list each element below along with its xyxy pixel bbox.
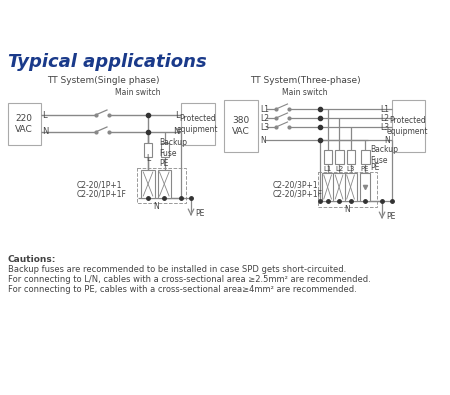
Text: L3: L3 (346, 166, 355, 172)
Bar (225, 100, 258, 152)
Text: 220
VAC: 220 VAC (15, 114, 33, 134)
Bar (158, 170, 171, 198)
Bar (144, 143, 152, 157)
Text: PE: PE (360, 166, 369, 172)
Text: L2: L2 (260, 113, 269, 122)
Text: L: L (146, 154, 150, 162)
Text: Backup
Fuse: Backup Fuse (159, 138, 188, 158)
Text: PE: PE (371, 162, 380, 171)
Bar (361, 150, 369, 164)
Text: L3: L3 (381, 122, 390, 132)
Bar (360, 173, 369, 201)
Bar (392, 100, 425, 152)
Text: Main switch: Main switch (282, 88, 327, 96)
Text: L: L (42, 111, 47, 120)
Text: N: N (173, 128, 180, 137)
Text: L1: L1 (324, 166, 332, 172)
Bar (324, 150, 333, 164)
Text: L2: L2 (335, 166, 343, 172)
Bar (141, 170, 155, 198)
Text: C2-20/3P+1F: C2-20/3P+1F (272, 190, 322, 199)
Text: L: L (175, 111, 180, 120)
Text: N: N (42, 128, 49, 137)
Text: L3: L3 (260, 122, 269, 132)
Text: Typical applications: Typical applications (8, 53, 207, 71)
Text: Protected
equipment: Protected equipment (177, 114, 218, 134)
Text: N: N (260, 135, 266, 145)
Bar (8, 103, 41, 145)
Text: C2-20/1P+1: C2-20/1P+1 (76, 181, 122, 190)
Text: L1: L1 (260, 105, 269, 113)
Text: Backup
Fuse: Backup Fuse (371, 145, 399, 165)
Bar (345, 173, 357, 201)
Text: TT System(Single phase): TT System(Single phase) (47, 75, 159, 85)
Text: L1: L1 (381, 105, 390, 113)
Text: Protected
equipment: Protected equipment (387, 116, 428, 136)
Text: For connecting to PE, cables with a cross-sectional area≥4mm² are recommended.: For connecting to PE, cables with a cros… (8, 285, 356, 294)
Text: PE: PE (386, 211, 395, 220)
Text: N: N (153, 201, 158, 211)
Bar (333, 173, 346, 201)
Bar (322, 173, 334, 201)
Bar (346, 150, 356, 164)
Text: C2-20/3P+1: C2-20/3P+1 (272, 181, 318, 190)
Text: 380
VAC: 380 VAC (232, 116, 250, 136)
Bar (318, 172, 377, 207)
Bar (162, 143, 169, 157)
Bar (335, 150, 344, 164)
Bar (181, 103, 215, 145)
Bar (137, 168, 186, 203)
Text: PE: PE (159, 158, 169, 167)
Text: Cautions:: Cautions: (8, 255, 56, 264)
Text: L2: L2 (381, 113, 390, 122)
Text: PE: PE (195, 209, 204, 218)
Text: C2-20/1P+1F: C2-20/1P+1F (76, 190, 126, 199)
Text: Main switch: Main switch (115, 88, 160, 96)
Text: For connecting to L/N, cables with a cross-sectional area ≥2.5mm² are recommende: For connecting to L/N, cables with a cro… (8, 275, 370, 284)
Text: N: N (344, 205, 350, 214)
Text: N: N (384, 135, 390, 145)
Text: TT System(Three-phase): TT System(Three-phase) (250, 75, 361, 85)
Text: Backup fuses are recommended to be installed in case SPD gets short-circuited.: Backup fuses are recommended to be insta… (8, 265, 346, 274)
